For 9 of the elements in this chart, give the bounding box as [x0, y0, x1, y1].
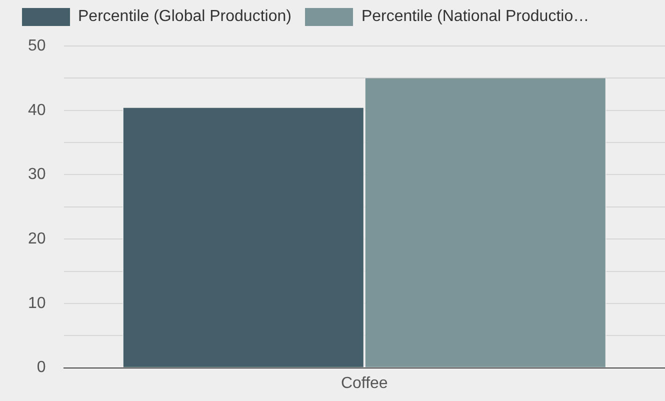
x-tick-label: Coffee	[340, 374, 388, 392]
legend-label: Percentile (National Productio…	[361, 8, 590, 26]
y-tick-label: 30	[28, 166, 46, 184]
y-tick-label: 20	[28, 230, 46, 248]
legend-label: Percentile (Global Production)	[78, 8, 292, 26]
y-tick-label: 10	[28, 294, 46, 312]
y-tick-label: 50	[28, 37, 46, 54]
y-tick-label: 40	[28, 102, 46, 119]
y-tick-label: 0	[36, 359, 46, 376]
